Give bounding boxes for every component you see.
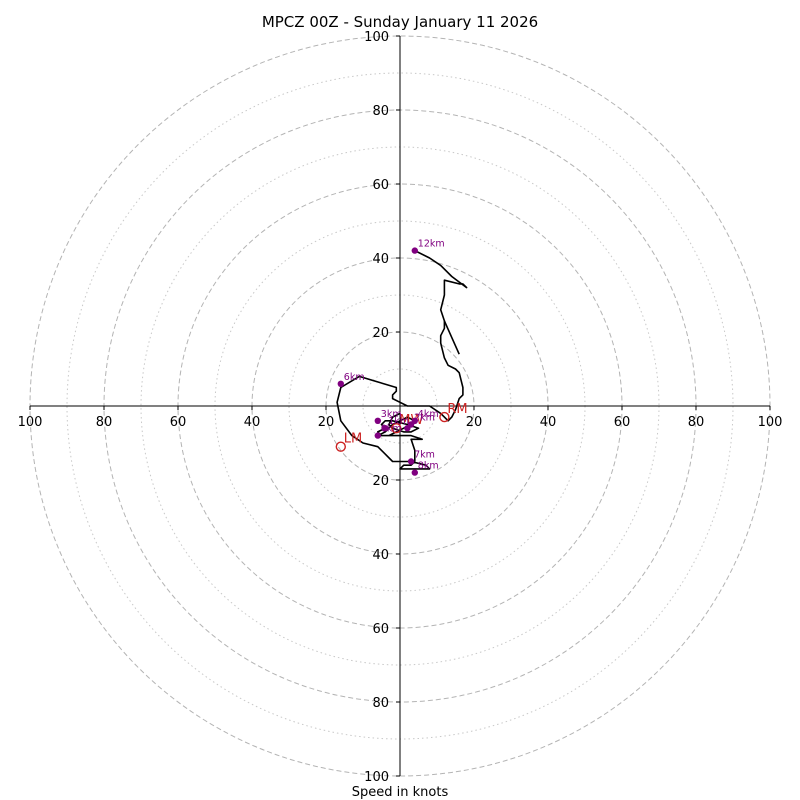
height-marker-7km (407, 458, 415, 465)
storm-motion-markers: RM LM MW (335, 402, 468, 452)
storm-motion-lm-label: LM (344, 432, 362, 447)
y-tick-label: 20 (372, 474, 389, 489)
storm-motion-mw-marker (391, 423, 402, 434)
hodograph-trace (336, 249, 468, 470)
height-label-4km: 4km (418, 409, 439, 420)
x-tick-label: 20 (466, 415, 483, 430)
x-tick-label: 100 (18, 415, 43, 430)
tick-labels: 100 80 60 40 20 20 40 60 80 100 100 80 60 40 20 20 40 60 8… (18, 30, 783, 785)
height-label-8km: 8km (418, 461, 439, 472)
height-marker-5km (404, 425, 411, 432)
chart-title: MPCZ 00Z - Sunday January 11 2026 (262, 13, 538, 31)
height-label-7km: 7km (414, 450, 435, 461)
height-label-12km: 12km (418, 239, 445, 250)
storm-motion-mw-label: MW (399, 413, 423, 428)
x-tick-label: 60 (614, 415, 631, 430)
x-tick-label: 20 (318, 415, 335, 430)
x-tick-label: 40 (244, 415, 261, 430)
height-label-0km: 0km (381, 424, 402, 435)
height-marker-1km (382, 425, 389, 432)
x-tick-label: 80 (96, 415, 113, 430)
axes (30, 36, 770, 776)
storm-motion-rm-label: RM (447, 402, 467, 417)
y-tick-label: 20 (372, 326, 389, 341)
y-tick-label: 40 (372, 252, 389, 267)
x-tick-label: 100 (758, 415, 783, 430)
height-marker-6km (337, 380, 344, 387)
wind-trace-branch (443, 320, 460, 355)
wind-trace-line (336, 249, 468, 470)
y-tick-label: 80 (372, 696, 389, 711)
y-tick-label: 40 (372, 548, 389, 563)
y-tick-label: 80 (372, 104, 389, 119)
height-marker-8km (411, 469, 418, 476)
height-marker-4km (411, 417, 418, 424)
y-tick-label: 60 (372, 622, 389, 637)
x-tick-label: 80 (688, 415, 705, 430)
y-tick-label: 60 (372, 178, 389, 193)
height-label-1km: 1km (388, 416, 409, 427)
storm-motion-lm-marker (335, 441, 346, 452)
y-tick-label: 100 (364, 770, 389, 785)
height-marker-12km (411, 247, 418, 254)
x-tick-label: 60 (170, 415, 187, 430)
height-label-3km: 3km (381, 409, 402, 420)
height-marker-3km (374, 417, 381, 424)
y-tick-label: 100 (364, 30, 389, 45)
height-marker-0km (374, 432, 381, 439)
x-axis-label: Speed in knots (352, 785, 449, 800)
height-label-2km: 2km (414, 413, 435, 424)
storm-motion-rm-marker (439, 411, 450, 423)
x-tick-label: 40 (540, 415, 557, 430)
height-label-6km: 6km (344, 372, 365, 383)
